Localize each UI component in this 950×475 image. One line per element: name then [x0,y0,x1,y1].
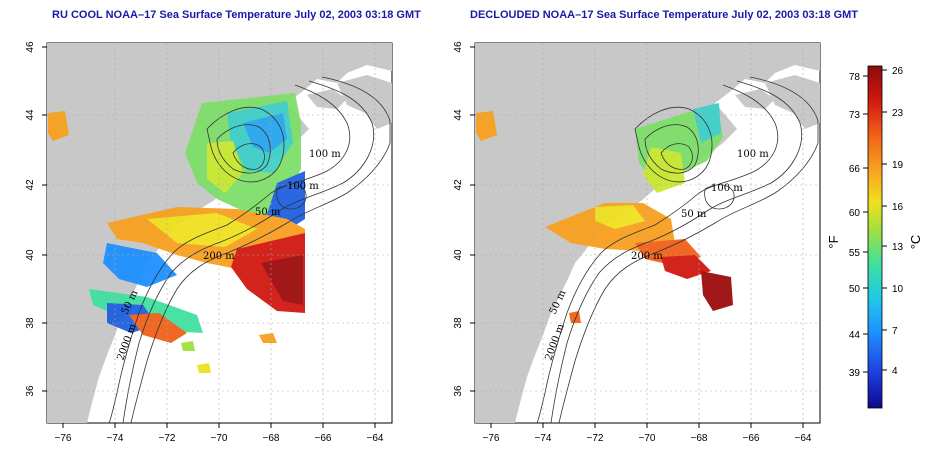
y-tick-label: 42 [453,179,464,191]
left-grid [47,43,392,423]
y-tick-label: 46 [25,41,36,53]
contour-label: 100 m [309,149,341,160]
x-tick-label: −68 [263,433,280,444]
x-tick-label: −66 [743,433,760,444]
contour-label: 200 m [203,251,235,262]
celsius-tick: 7 [892,326,898,337]
x-tick-label: −76 [483,433,500,444]
fahrenheit-tick: 66 [849,164,861,175]
contour-label: 50 m [255,207,281,218]
y-tick-label: 40 [25,249,36,261]
y-tick-label: 40 [453,249,464,261]
x-tick-label: −72 [159,433,176,444]
right-map-panel: 100 m 100 m 50 m 200 m 50 m 2000 m −76 −… [453,41,821,444]
fahrenheit-tick: 39 [849,368,861,379]
x-tick-label: −74 [107,433,124,444]
right-grid [475,43,820,423]
y-tick-label: 42 [25,179,36,191]
x-tick-label: −74 [535,433,552,444]
contour-label: 200 m [631,251,663,262]
y-tick-label: 38 [25,317,36,329]
x-tick-label: −64 [795,433,812,444]
x-tick-label: −70 [211,433,228,444]
x-tick-label: −66 [315,433,332,444]
fahrenheit-tick: 44 [849,330,861,341]
celsius-tick: 19 [892,160,904,171]
fahrenheit-tick: 73 [849,110,861,121]
contour-label: 50 m [681,209,707,220]
y-tick-label: 38 [453,317,464,329]
celsius-tick: 16 [892,202,904,213]
x-tick-label: −70 [639,433,656,444]
left-map-title: RU COOL NOAA–17 Sea Surface Temperature … [52,9,421,21]
y-tick-label: 36 [25,385,36,397]
fahrenheit-tick: 78 [849,72,861,83]
left-map-panel: 100 m 100 m 50 m 200 m 50 m 2000 m −76 −… [25,41,393,444]
contour-label: 100 m [711,183,743,194]
y-tick-label: 44 [453,109,464,121]
temperature-colorbar: 78 73 66 60 55 50 44 39 26 23 19 16 13 1… [826,65,923,409]
x-tick-label: −76 [55,433,72,444]
fahrenheit-tick: 60 [849,208,861,219]
fahrenheit-tick: 55 [849,248,861,259]
fahrenheit-tick: 50 [849,284,861,295]
celsius-unit-label: °C [908,235,923,250]
celsius-tick: 13 [892,242,904,253]
celsius-tick: 26 [892,66,904,77]
celsius-tick: 23 [892,108,904,119]
y-tick-label: 44 [25,109,36,121]
x-tick-label: −72 [587,433,604,444]
y-tick-label: 36 [453,385,464,397]
y-tick-label: 46 [453,41,464,53]
fahrenheit-unit-label: °F [826,235,841,248]
x-tick-label: −68 [691,433,708,444]
contour-label: 100 m [737,149,769,160]
celsius-tick: 4 [892,366,898,377]
x-tick-label: −64 [367,433,384,444]
celsius-tick: 10 [892,284,904,295]
contour-label: 100 m [287,181,319,192]
right-map-title: DECLOUDED NOAA–17 Sea Surface Temperatur… [470,9,859,21]
